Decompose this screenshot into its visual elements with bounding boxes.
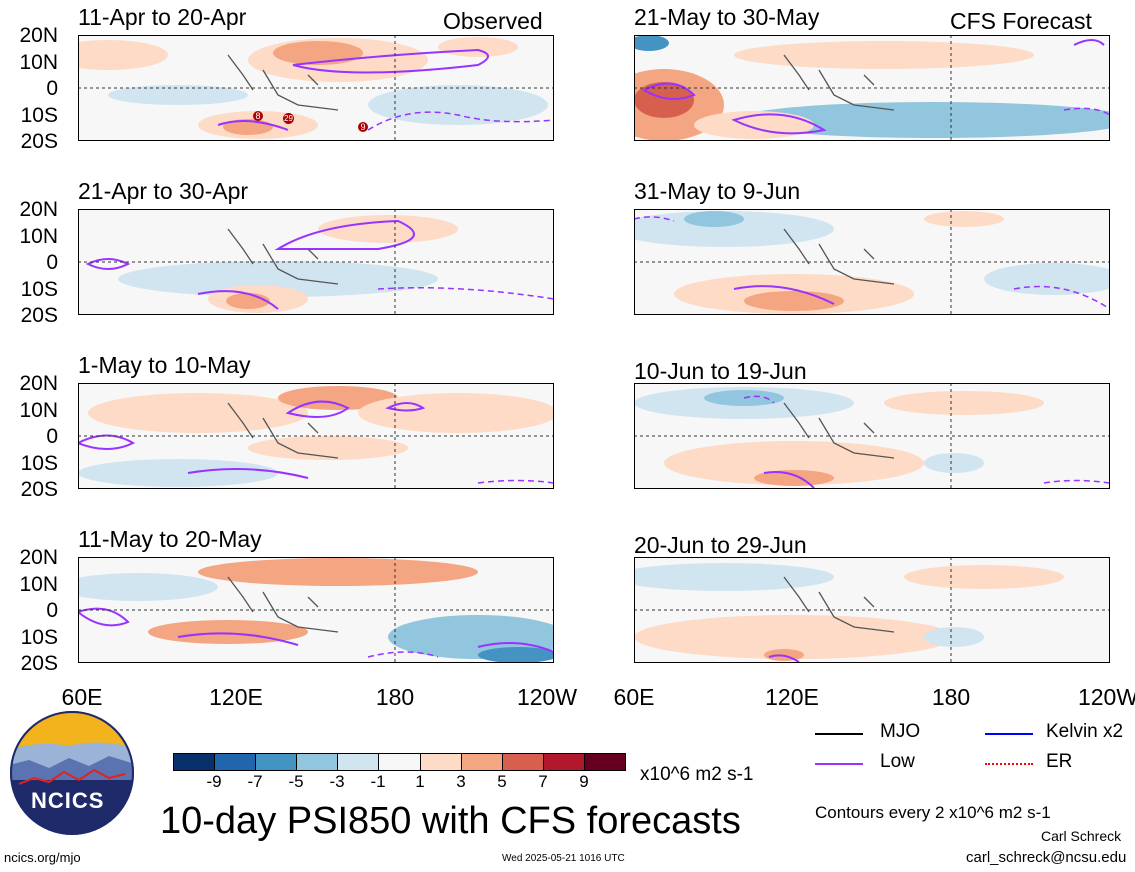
legend-mjo-line: [815, 733, 863, 735]
main-title: 10-day PSI850 with CFS forecasts: [160, 800, 741, 842]
panel-title-2: 21-Apr to 30-Apr: [78, 178, 249, 204]
colorbar-tick-label: -7: [247, 772, 263, 791]
lon-label: 120W: [516, 684, 578, 710]
map-panel-2: [78, 209, 554, 315]
colorbar-tick-label: -9: [206, 772, 222, 791]
ncics-logo: [10, 711, 134, 835]
lat-label: 10S: [20, 104, 58, 127]
lat-label: 0: [46, 425, 58, 448]
lat-label: 10N: [19, 51, 58, 74]
lon-label: 180: [931, 684, 971, 710]
lon-label: 60E: [613, 684, 655, 710]
lat-label: 10N: [19, 399, 58, 422]
colorbar-tick-label: 7: [538, 772, 548, 791]
colorbar-tick-label: -5: [288, 772, 304, 791]
colorbar-tick-label: -1: [370, 772, 386, 791]
lat-label: 20S: [20, 478, 58, 501]
cfs-forecast-label: CFS Forecast: [950, 8, 1092, 34]
lat-label: 20N: [19, 546, 58, 569]
colorbar-swatch: [255, 753, 298, 771]
map-panel-7: [634, 383, 1110, 489]
colorbar-swatch: [214, 753, 257, 771]
lon-label: 60E: [61, 684, 103, 710]
colorbar-tick-label: 1: [415, 772, 425, 791]
lat-label: 10S: [20, 278, 58, 301]
footer-timestamp: Wed 2025-05-21 1016 UTC: [502, 853, 625, 864]
author-name: Carl Schreck: [1041, 828, 1122, 844]
legend-er-label: ER: [1046, 751, 1073, 772]
colorbar-tick-label: -3: [329, 772, 345, 791]
lat-label: 0: [46, 599, 58, 622]
colorbar-swatch: [378, 753, 421, 771]
panel-title-4: 11-May to 20-May: [78, 526, 262, 552]
map-panel-5: [634, 35, 1110, 141]
observed-label: Observed: [443, 8, 543, 34]
colorbar-units: x10^6 m2 s-1: [640, 764, 754, 785]
panel-title-1: 11-Apr to 20-Apr: [78, 4, 247, 30]
lat-label: 20N: [19, 198, 58, 221]
lat-label: 10N: [19, 573, 58, 596]
contour-note: Contours every 2 x10^6 m2 s-1: [815, 803, 1051, 822]
colorbar-swatch: [296, 753, 339, 771]
lon-label: 180: [375, 684, 415, 710]
lat-label: 20N: [19, 24, 58, 47]
lat-label: 20S: [20, 130, 58, 153]
colorbar-swatch: [501, 753, 544, 771]
lat-label: 10S: [20, 452, 58, 475]
colorbar-swatch: [337, 753, 380, 771]
storm-marker: 8: [253, 111, 263, 121]
legend-er-line: [985, 763, 1033, 765]
colorbar: [173, 753, 626, 771]
colorbar-swatch: [542, 753, 585, 771]
colorbar-swatch: [173, 753, 216, 771]
panel-title-3: 1-May to 10-May: [78, 352, 251, 378]
legend-kelvin-line: [985, 733, 1033, 735]
lat-label: 0: [46, 77, 58, 100]
ncics-logo-text: NCICS: [31, 788, 105, 813]
lat-label: 20S: [20, 652, 58, 675]
lon-label: 120E: [765, 684, 819, 710]
map-panel-1: [78, 35, 554, 141]
colorbar-swatch: [583, 753, 626, 771]
legend-mjo-label: MJO: [880, 721, 921, 742]
panel-title-6: 31-May to 9-Jun: [634, 178, 801, 204]
lat-label: 10N: [19, 225, 58, 248]
lat-label: 10S: [20, 626, 58, 649]
legend-low-label: Low: [880, 751, 915, 772]
map-panel-8: [634, 557, 1110, 663]
lat-label: 0: [46, 251, 58, 274]
author-email: carl_schreck@ncsu.edu: [966, 849, 1127, 866]
lon-label: 120W: [1077, 684, 1135, 710]
colorbar-swatch: [419, 753, 462, 771]
map-panel-4: [78, 557, 554, 663]
colorbar-tick-label: 3: [456, 772, 466, 791]
map-panel-3: [78, 383, 554, 489]
storm-marker: 29: [283, 113, 294, 124]
panel-title-5: 21-May to 30-May: [634, 4, 820, 30]
lat-label: 20N: [19, 372, 58, 395]
panel-title-7: 10-Jun to 19-Jun: [634, 358, 807, 384]
lat-label: 20S: [20, 304, 58, 327]
panel-title-8: 20-Jun to 29-Jun: [634, 532, 807, 558]
legend-kelvin-label: Kelvin x2: [1046, 721, 1124, 742]
storm-marker: 9: [358, 122, 368, 132]
colorbar-tick-label: 5: [497, 772, 507, 791]
map-panel-6: [634, 209, 1110, 315]
footer-link[interactable]: ncics.org/mjo: [4, 850, 81, 865]
colorbar-swatch: [460, 753, 503, 771]
legend-low-line: [815, 763, 863, 765]
colorbar-tick-label: 9: [579, 772, 589, 791]
lon-label: 120E: [209, 684, 263, 710]
